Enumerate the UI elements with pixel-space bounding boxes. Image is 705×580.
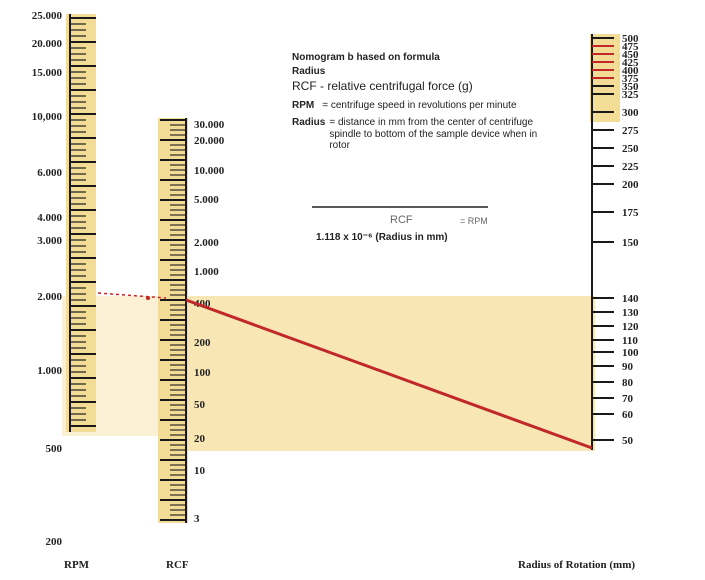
radius-tick-label: 400 [622,65,639,77]
radius-tick-label: 225 [622,161,639,173]
rpm-tick-label: 500 [46,443,63,455]
radius-tick-label: 350 [622,81,639,93]
radius-tick-label: 475 [622,41,639,53]
radius-tick-label: 250 [622,143,639,155]
rcf-tick-label: 10.000 [194,165,225,177]
radius-tick-label: 375 [622,73,639,85]
example-point [146,296,150,300]
nomogram-notes: Nomogram b hased on formula Radius RCF -… [292,52,542,152]
radius-tick-label: 110 [622,335,638,347]
radius-axis-label: Radius of Rotation (mm) [518,559,635,571]
formula-numerator: RCF [390,214,413,226]
radius-tick-label: 425 [622,57,639,69]
formula-denominator: 1.118 x 10⁻⁶ (Radius in mm) [316,232,448,243]
radius-tick-label: 120 [622,321,639,333]
rcf-tick-label: 200 [194,337,211,349]
radius-tick-label: 90 [622,361,634,373]
rcf-tick-label: 2.000 [194,237,219,249]
example-line-rcf-radius [185,298,593,450]
radius-tick-label: 50 [622,435,634,447]
rpm-tick-label: 200 [46,536,63,548]
note-radius-line: Radius [292,65,326,77]
rcf-tick-label: 50 [194,399,206,411]
radius-tick-label: 130 [622,307,639,319]
formula-right: = RPM [460,216,488,226]
rcf-tick-label: 5.000 [194,194,219,206]
rpm-tick-label: 6.000 [37,167,62,179]
note-radius-definition: Radius = distance in mm from the center o… [292,117,538,152]
rpm-tick-label: 10,000 [32,111,63,123]
note-rcf-definition: RCF - relative centrifugal force (g) [292,79,473,93]
rpm-tick-label: 4.000 [37,212,62,224]
rcf-tick-label: 1.000 [194,266,219,278]
rcf-tick-label: 3 [194,513,200,525]
rcf-tick-label: 30.000 [194,119,225,131]
rpm-axis-label: RPM [64,559,90,571]
radius-tick-label: 450 [622,49,639,61]
radius-tick-label: 500 [622,33,639,45]
note-rpm-definition: RPM = centrifuge speed in revolutions per… [292,99,517,111]
radius-tick-label: 80 [622,377,634,389]
radius-tick-label: 325 [622,89,639,101]
example-line-rpm-rcf [97,292,167,299]
rpm-tick-label: 15.000 [32,67,63,79]
rpm-tick-label: 3.000 [37,235,62,247]
rcf-tick-label: 10 [194,465,206,477]
radius-tick-label: 140 [622,293,639,305]
radius-tick-label: 150 [622,237,639,249]
rcf-axis-label: RCF [166,559,189,571]
note-title: Nomogram b hased on formula [292,52,440,63]
rcf-tick-label: 100 [194,367,211,379]
radius-tick-label: 100 [622,347,639,359]
rcf-tick-label: 20.000 [194,135,225,147]
rpm-tick-label: 25.000 [32,10,63,22]
rpm-tick-label: 20.000 [32,38,63,50]
radius-tick-label: 300 [622,107,639,119]
rpm-tick-label: 1.000 [37,365,62,377]
radius-tick-label: 175 [622,207,639,219]
rcf-tick-label: 20 [194,433,206,445]
radius-tick-label: 60 [622,409,634,421]
rpm-tick-label: 2.000 [37,291,62,303]
radius-tick-label: 200 [622,179,639,191]
radius-tick-label: 275 [622,125,639,137]
radius-tick-label: 70 [622,393,634,405]
